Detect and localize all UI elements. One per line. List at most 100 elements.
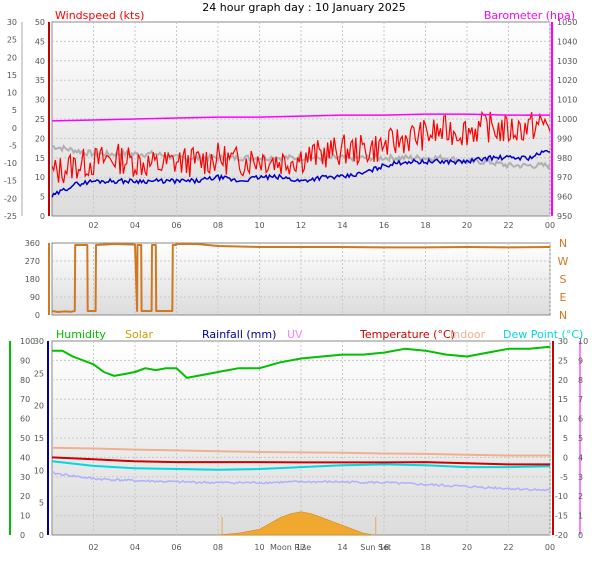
temp-x-tick-label: Moon Rise xyxy=(270,543,311,552)
outer-left-tick-label: 5 xyxy=(12,106,17,115)
temp-x-tick-label: 08 xyxy=(213,543,223,552)
humidity-tick-label: 100 xyxy=(20,337,35,346)
humidity-tick-label: 0 xyxy=(20,531,25,540)
rainfall-tick-label: 10 xyxy=(34,466,44,475)
direction-tick-label: 360 xyxy=(25,239,40,248)
apparent-line xyxy=(51,471,551,492)
windspeed-tick-label: 35 xyxy=(35,76,45,85)
direction-tick-label: 90 xyxy=(30,293,40,302)
temp-x-tick-label: Sun Set xyxy=(360,543,391,552)
humidity-tick-label: 50 xyxy=(20,434,30,443)
wind-grey-line xyxy=(51,144,551,171)
temperature-tick-label: -20 xyxy=(555,531,568,540)
barometer-tick-label: 970 xyxy=(557,173,572,182)
outer-left-tick-label: -10 xyxy=(4,159,17,168)
wind-x-tick-label: 08 xyxy=(213,221,223,230)
temperature-tick-label: 25 xyxy=(558,356,568,365)
temp-x-tick-label: 22 xyxy=(503,543,513,552)
windspeed-tick-label: 40 xyxy=(35,57,45,66)
barometer-tick-label: 1050 xyxy=(557,18,577,27)
dew-point-line xyxy=(51,460,551,471)
windspeed-tick-label: 50 xyxy=(35,18,45,27)
indoor-line xyxy=(51,446,550,457)
windspeed-tick-label: 0 xyxy=(40,212,45,221)
legend-item: Humidity xyxy=(56,328,106,341)
uv-tick-label: 3 xyxy=(578,473,583,482)
barometer-tick-label: 1040 xyxy=(557,37,577,46)
outer-left-tick-label: 15 xyxy=(7,71,17,80)
uv-tick-label: 10 xyxy=(578,337,588,346)
wind-x-tick-label: 20 xyxy=(462,221,472,230)
outer-left-tick-label: 20 xyxy=(7,53,17,62)
compass-label: W xyxy=(558,255,569,268)
outer-left-tick-label: -15 xyxy=(4,177,17,186)
rainfall-tick-label: 30 xyxy=(34,337,44,346)
barometer-tick-label: 950 xyxy=(557,212,572,221)
wind-x-tick-label: 04 xyxy=(130,221,140,230)
temp-x-tick-label: 16 xyxy=(379,543,389,552)
wind-x-tick-label: 14 xyxy=(337,221,347,230)
temp-x-tick-label: 02 xyxy=(88,543,98,552)
legend-item: Rainfall (mm) xyxy=(202,328,276,341)
compass-label: N xyxy=(559,237,567,250)
outer-left-tick-label: 0 xyxy=(12,124,17,133)
windspeed-tick-label: 5 xyxy=(40,193,45,202)
uv-tick-label: 4 xyxy=(578,453,583,462)
windspeed-tick-label: 25 xyxy=(35,115,45,124)
outer-left-tick-label: 30 xyxy=(7,18,17,27)
humidity-tick-label: 10 xyxy=(20,512,30,521)
rainfall-tick-label: 15 xyxy=(34,434,44,443)
wind-x-tick-label: 10 xyxy=(254,221,264,230)
outer-left-tick-label: -5 xyxy=(9,141,17,150)
temperature-tick-label: 10 xyxy=(558,415,568,424)
humidity-tick-label: 80 xyxy=(20,376,30,385)
temperature-tick-label: -5 xyxy=(560,473,568,482)
rainfall-tick-label: 5 xyxy=(39,499,44,508)
temp-x-tick-label: 00 xyxy=(545,543,555,552)
temp-x-tick-label: 04 xyxy=(130,543,140,552)
temperature-tick-label: 15 xyxy=(558,395,568,404)
windspeed-line xyxy=(51,110,551,184)
uv-tick-label: 9 xyxy=(578,356,583,365)
barometer-tick-label: 1030 xyxy=(557,57,577,66)
humidity-tick-label: 30 xyxy=(20,473,30,482)
humidity-line xyxy=(52,345,551,379)
legend-item: Dew Point (°C) xyxy=(503,328,583,341)
wind-x-tick-label: 12 xyxy=(296,221,306,230)
outer-left-tick-label: 25 xyxy=(7,36,17,45)
wind-x-tick-label: 22 xyxy=(503,221,513,230)
outer-left-tick-label: -25 xyxy=(4,212,17,221)
wind-x-tick-label: 06 xyxy=(171,221,181,230)
temp-x-tick-label: 20 xyxy=(462,543,472,552)
direction-tick-label: 270 xyxy=(25,257,40,266)
barometer-tick-label: 990 xyxy=(557,134,572,143)
wind-x-tick-label: 18 xyxy=(420,221,430,230)
windspeed-tick-label: 30 xyxy=(35,96,45,105)
uv-tick-label: 7 xyxy=(578,395,583,404)
barometer-label: Barometer (hpa) xyxy=(484,9,575,22)
chart-title: 24 hour graph day : 10 January 2025 xyxy=(202,1,406,14)
temperature-tick-label: 5 xyxy=(563,434,568,443)
rainfall-tick-label: 20 xyxy=(34,402,44,411)
barometer-tick-label: 980 xyxy=(557,154,572,163)
barometer-tick-label: 1010 xyxy=(557,96,577,105)
humidity-tick-label: 40 xyxy=(20,453,30,462)
windspeed-tick-label: 15 xyxy=(35,154,45,163)
wind-x-tick-label: 02 xyxy=(88,221,98,230)
windspeed-label: Windspeed (kts) xyxy=(55,9,144,22)
uv-tick-label: 6 xyxy=(578,415,583,424)
temperature-tick-label: 30 xyxy=(558,337,568,346)
windspeed-tick-label: 20 xyxy=(35,134,45,143)
compass-label: S xyxy=(560,273,567,286)
solar-area xyxy=(217,511,374,536)
temp-x-tick-label: 12 xyxy=(296,543,306,552)
direction-tick-label: 180 xyxy=(25,275,40,284)
temp-x-tick-label: 18 xyxy=(420,543,430,552)
direction-tick-label: 0 xyxy=(35,311,40,320)
temperature-tick-label: -15 xyxy=(555,512,568,521)
humidity-tick-label: 90 xyxy=(20,356,30,365)
legend-item: Indoor xyxy=(450,328,486,341)
humidity-tick-label: 70 xyxy=(20,395,30,404)
